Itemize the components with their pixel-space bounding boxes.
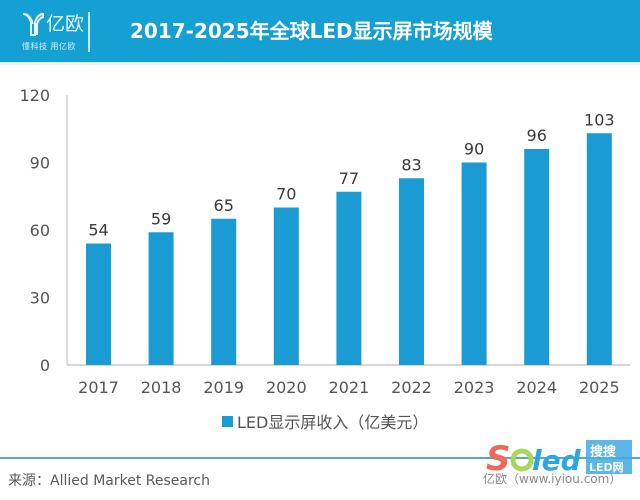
data-label-2020: 70 [276,185,296,204]
data-label-2019: 65 [214,196,234,215]
legend-swatch [222,415,233,427]
svg-text:led: led [532,444,582,477]
x-tick-label-2020: 2020 [266,378,307,397]
y-tick-label: 60 [30,221,50,240]
x-tick-label-2024: 2024 [516,378,557,397]
logo-slogan: 懂科技 用亿欧 [22,42,77,51]
data-label-2023: 90 [464,140,484,159]
y-tick-label: 90 [30,154,50,173]
logo-y-icon [22,12,44,36]
svg-text:S: S [486,439,511,478]
svg-text:搜搜: 搜搜 [590,444,617,460]
x-tick-label-2022: 2022 [391,378,432,397]
x-tick-label-2021: 2021 [329,378,370,397]
watermark-logo: S led 搜搜 LED网 [486,439,632,478]
x-tick-label-2017: 2017 [78,378,119,397]
bar-2019 [211,218,237,365]
data-label-2021: 77 [339,169,359,188]
bar-2020 [273,207,299,365]
header-divider [88,12,90,52]
legend: LED显示屏收入（亿美元） [222,410,428,432]
data-label-2025: 103 [584,110,615,129]
data-label-2024: 96 [527,126,547,145]
bar-2025 [586,133,612,365]
y-tick-label: 30 [30,289,50,308]
logo: 亿欧 懂科技 用亿欧 [22,10,92,56]
header-banner: 亿欧 懂科技 用亿欧 2017-2025年全球LED显示屏市场规模 [0,0,640,64]
data-label-2022: 83 [401,155,421,174]
data-label-2018: 59 [151,209,171,228]
bar-2024 [524,149,550,365]
bar-2021 [336,191,362,365]
bar-2017 [86,243,111,365]
x-tick-label-2018: 2018 [141,378,182,397]
x-tick-label-2025: 2025 [579,378,620,397]
bar-2022 [399,178,424,365]
bar-2023 [461,162,487,365]
y-tick-label: 0 [40,356,50,375]
y-tick-label: 120 [19,86,50,105]
logo-text: 亿欧 [46,13,85,35]
credit-text: 亿欧（www.iyiou.com） [483,472,622,486]
source-text: 来源：Allied Market Research [8,473,210,489]
data-label-2017: 54 [88,221,108,240]
footer-divider [0,457,640,459]
svg-text:LED网: LED网 [589,461,624,474]
header-strip [0,62,640,65]
bar-2018 [148,232,174,365]
x-tick-label-2023: 2023 [454,378,495,397]
x-tick-label-2019: 2019 [203,378,244,397]
legend-label: LED显示屏收入（亿美元） [237,413,429,432]
chart-title: 2017-2025年全球LED显示屏市场规模 [130,19,493,43]
